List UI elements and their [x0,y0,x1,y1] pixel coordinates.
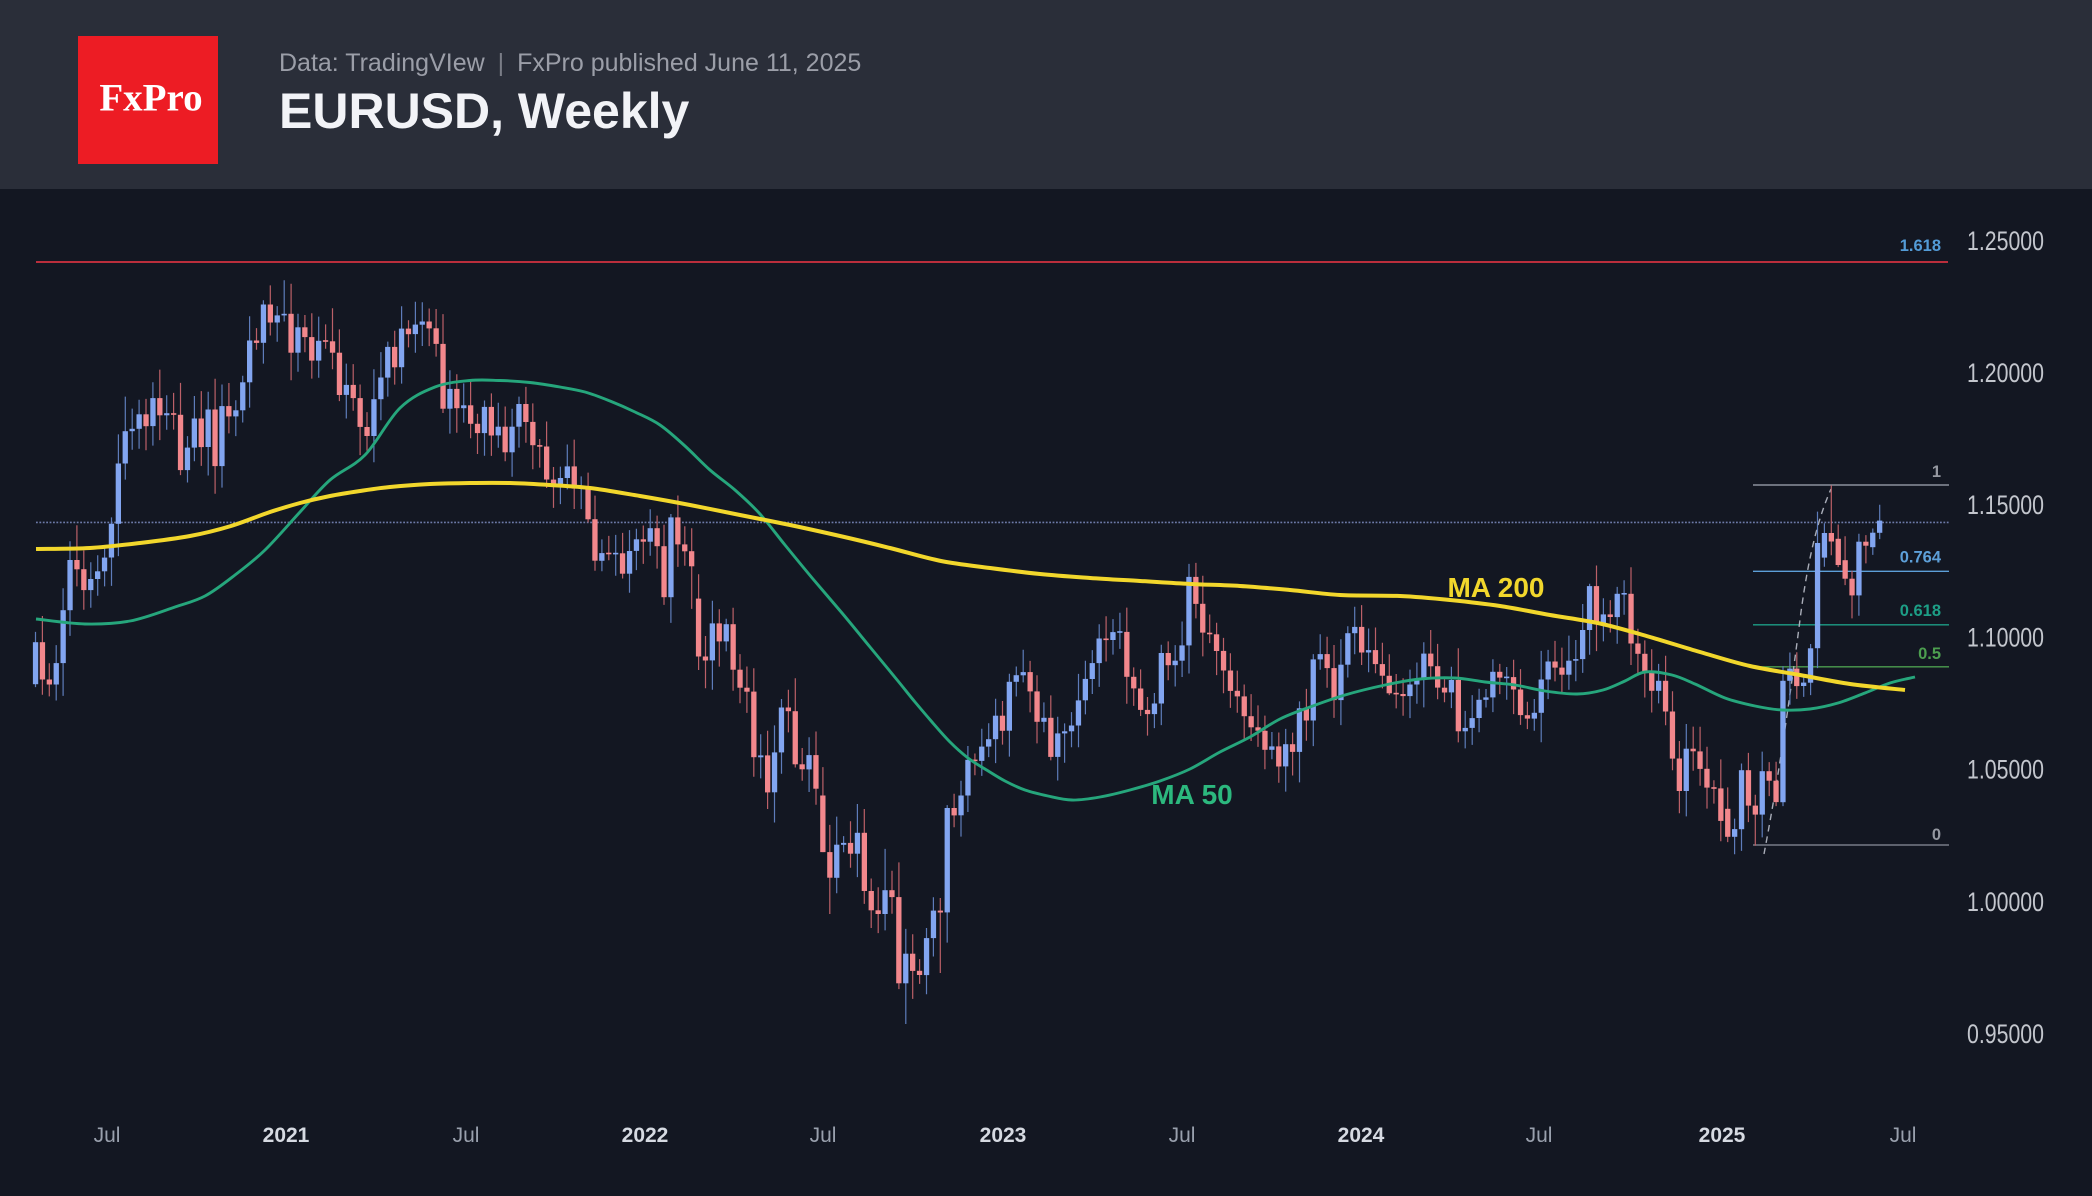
svg-text:MA 50: MA 50 [1151,779,1232,810]
svg-text:Jul: Jul [94,1124,121,1147]
svg-text:Jul: Jul [1890,1124,1917,1147]
svg-text:1.00000: 1.00000 [1967,887,2044,917]
svg-text:1.25000: 1.25000 [1967,226,2044,256]
svg-text:0.618: 0.618 [1900,602,1941,620]
svg-text:0.5: 0.5 [1918,645,1941,663]
svg-text:0.764: 0.764 [1900,549,1942,567]
svg-text:1.20000: 1.20000 [1967,358,2044,388]
svg-text:1.618: 1.618 [1900,237,1941,255]
svg-text:Jul: Jul [810,1124,837,1147]
svg-text:0: 0 [1932,826,1941,844]
svg-text:2021: 2021 [263,1124,310,1147]
svg-text:MA 200: MA 200 [1447,572,1544,603]
svg-text:Jul: Jul [453,1124,480,1147]
svg-text:2023: 2023 [980,1124,1027,1147]
svg-text:2025: 2025 [1699,1124,1746,1147]
svg-text:1.10000: 1.10000 [1967,622,2044,652]
svg-text:1.15000: 1.15000 [1967,490,2044,520]
svg-text:2024: 2024 [1338,1124,1385,1147]
svg-text:0.95000: 0.95000 [1967,1019,2044,1049]
svg-text:1.05000: 1.05000 [1967,755,2044,785]
svg-text:1: 1 [1932,463,1941,481]
svg-text:Jul: Jul [1169,1124,1196,1147]
svg-text:Jul: Jul [1526,1124,1553,1147]
svg-text:2022: 2022 [622,1124,669,1147]
